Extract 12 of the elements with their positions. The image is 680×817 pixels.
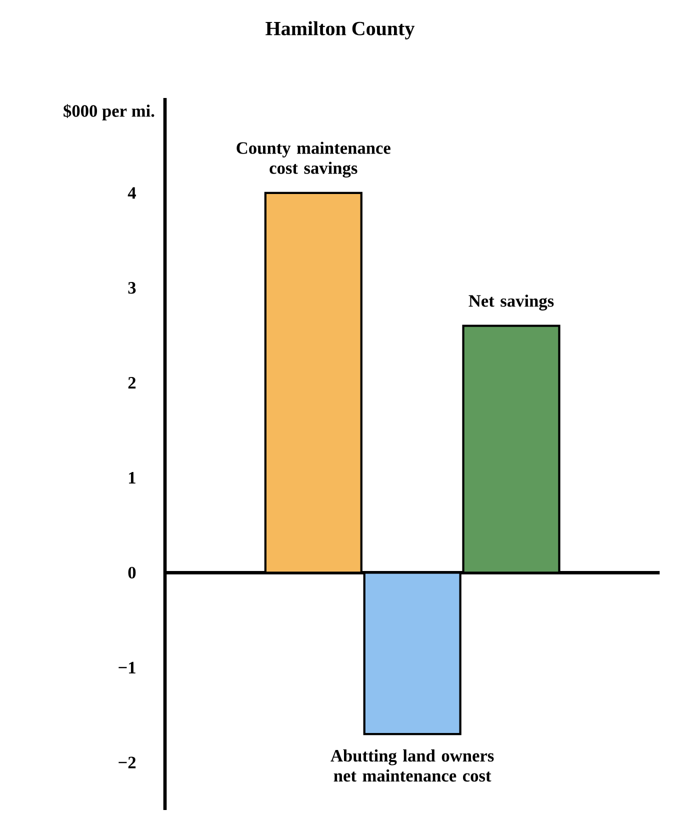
x-tick-label: Net savings xyxy=(468,294,554,310)
y-tick-label: −2 xyxy=(118,756,136,768)
x-tick-label: Abutting land owners net maintenance cost xyxy=(330,749,494,782)
y-axis-title: $000 per mi. xyxy=(64,104,154,120)
y-tick-label: 0 xyxy=(128,566,136,579)
chart-title: Hamilton County xyxy=(266,21,415,40)
y-tick-label: 2 xyxy=(128,377,136,389)
y-tick-label: 1 xyxy=(129,472,136,484)
x-tick-label: County maintenance cost savings xyxy=(236,142,390,178)
y-tick-label: 3 xyxy=(128,282,136,294)
y-tick-label: −1 xyxy=(118,662,136,674)
y-tick-label: 4 xyxy=(128,187,136,199)
